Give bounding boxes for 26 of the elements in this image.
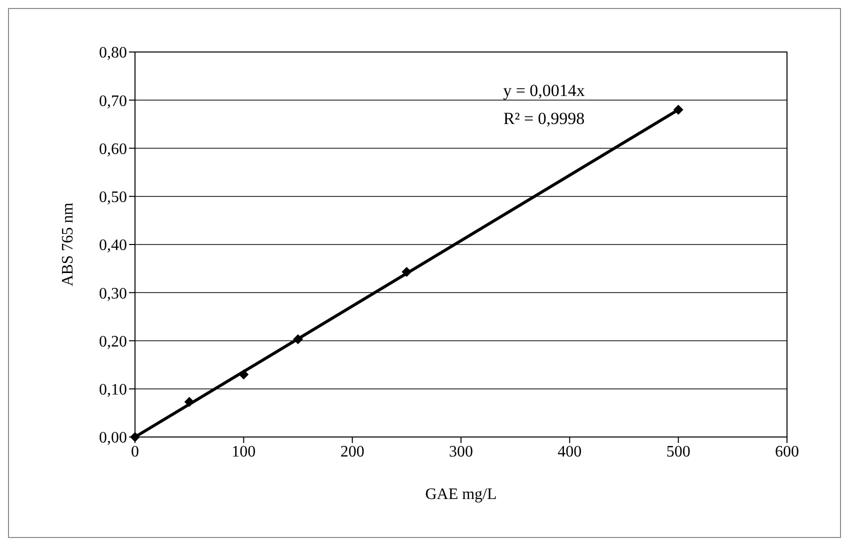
x-tick-label: 300	[449, 443, 473, 460]
x-tick-label: 600	[775, 443, 799, 460]
x-tick-label: 100	[232, 443, 256, 460]
y-tick-label: 0,80	[99, 44, 127, 62]
y-tick-label: 0,20	[99, 333, 127, 350]
y-tick-label: 0,10	[99, 382, 127, 399]
point	[130, 432, 140, 442]
point	[402, 266, 412, 277]
x-tick-label: 500	[666, 443, 690, 460]
y-tick-label: 0,50	[99, 189, 127, 206]
y-tick-label: 0,40	[99, 237, 127, 254]
x-tick-label: 0	[131, 443, 139, 460]
annotation: y = 0,0014x	[502, 81, 586, 101]
y-tick-label: 0,60	[99, 140, 127, 158]
y-axis-title: ABS 765 nm	[60, 202, 77, 286]
y-tick-label: 0,30	[99, 285, 127, 302]
point	[184, 396, 194, 407]
y-tick-label: 0,70	[99, 92, 127, 110]
x-tick-label: 200	[340, 443, 364, 460]
point	[293, 334, 303, 344]
x-axis-title: GAE mg/L	[425, 486, 497, 503]
y-tick-label: 0,00	[99, 430, 127, 447]
point	[238, 369, 249, 380]
x-tick-label: 400	[558, 443, 582, 460]
point	[673, 104, 684, 115]
annotation: R² = 0,9998	[502, 109, 586, 129]
